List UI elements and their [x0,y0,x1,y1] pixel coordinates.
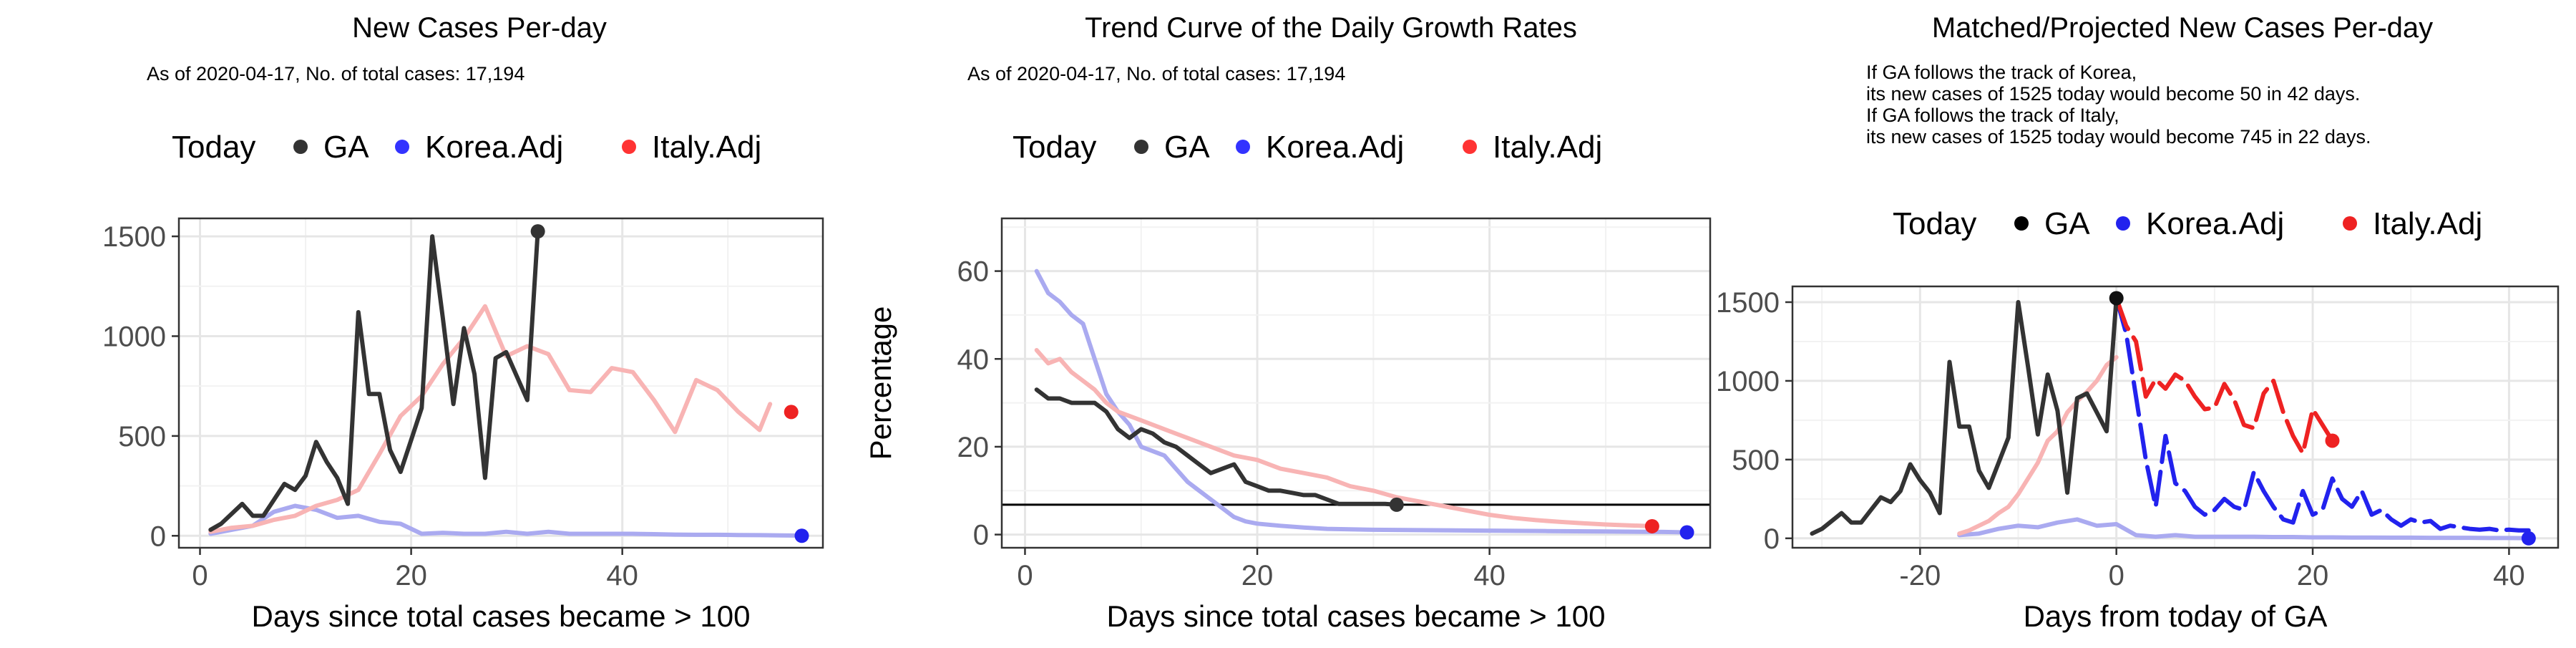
x-tick-label: 0 [192,560,208,591]
legend-key-korea-adj [1236,140,1250,154]
legend-key-italy-adj [2343,216,2357,231]
x-axis-label: Days since total cases became > 100 [252,599,751,633]
chart-subtitle: its new cases of 1525 today would become… [1866,126,2371,148]
plot-area [1002,218,1710,548]
y-tick-label: 20 [957,432,990,463]
grid [1002,218,1710,548]
legend-label-korea-adj: Korea.Adj [425,130,563,165]
chart-title: Matched/Projected New Cases Per-day [1932,12,2433,44]
chart-subtitle: its new cases of 1525 today would become… [1866,83,2360,105]
series-line-italy-adj-projected [2114,296,2335,456]
legend-label-korea-adj: Korea.Adj [1266,130,1404,165]
chart-subtitle: As of 2020-04-17, No. of total cases: 17… [147,63,525,84]
series-line-korea-adj-matched [1957,517,2531,541]
series-line-ga [1034,387,1399,507]
y-tick-label: 0 [973,520,989,551]
y-tick-label: 1000 [1716,366,1780,397]
chart-panel-1: New Cases Per-day As of 2020-04-17, No. o… [102,12,824,633]
axis-ticks: -20 0 20 40 0 500 1000 1500 [1716,287,2525,591]
y-tick-label: 500 [118,421,166,453]
series-group [208,229,804,538]
legend-key-ga [293,140,308,154]
chart-subtitle: As of 2020-04-17, No. of total cases: 17… [967,63,1345,84]
x-tick-label: 40 [606,560,638,591]
x-tick-label: 40 [2493,560,2525,591]
x-axis-label: Days from today of GA [2024,599,2328,633]
x-tick-label: 20 [2297,560,2329,591]
today-point-ga [530,224,545,239]
legend-label-korea-adj: Korea.Adj [2146,206,2284,241]
x-tick-label: 0 [1017,560,1033,591]
y-tick-label: 0 [150,521,166,552]
series-line-korea-adj [1034,269,1689,535]
legend-label-italy-adj: Italy.Adj [652,130,761,165]
legend-title: Today [1013,130,1096,165]
x-tick-label: 40 [1473,560,1506,591]
legend-key-italy-adj [622,140,636,154]
legend-key-italy-adj [1463,140,1477,154]
y-tick-label: 60 [957,256,990,288]
series-line-italy-adj-matched [1957,354,2119,536]
plot-border [1000,217,1712,549]
today-point-italy-adj [2325,433,2340,448]
y-axis-label: Percentage [864,306,897,460]
axis-ticks: 0 20 40 0 500 1000 1500 [102,221,638,591]
legend-label-italy-adj: Italy.Adj [1493,130,1602,165]
y-tick-label: 1000 [102,321,166,352]
chart-subtitle: If GA follows the track of Korea, [1866,62,2137,83]
legend-label-ga: GA [2044,206,2090,241]
x-tick-label: -20 [1899,560,1941,591]
legend-label-italy-adj: Italy.Adj [2373,206,2482,241]
plot-border [177,217,824,549]
legend-label-ga: GA [323,130,369,165]
chart-subtitle: If GA follows the track of Italy, [1866,105,2119,126]
legend-label-ga: GA [1164,130,1210,165]
chart-title: New Cases Per-day [352,12,607,44]
x-tick-label: 20 [1241,560,1274,591]
series-line-korea-adj-projected [2114,296,2531,533]
x-tick-label: 20 [395,560,427,591]
plot-border [1791,285,2560,549]
today-point-ga [2109,291,2124,306]
legend: Today GA Korea.Adj Italy.Adj [1013,130,1602,165]
today-point-korea-adj [794,528,809,543]
series-line-ga [208,229,540,532]
legend-key-ga [2014,216,2029,231]
series-line-italy-adj [1034,348,1654,528]
legend: Today GA Korea.Adj Italy.Adj [172,130,761,165]
x-axis-label: Days since total cases became > 100 [1107,599,1606,633]
today-point-korea-adj [2521,531,2536,546]
today-point-italy-adj [1644,518,1659,533]
legend: Today GA Korea.Adj Italy.Adj [1893,206,2482,241]
series-group [1810,296,2531,541]
legend-title: Today [172,130,255,165]
today-point-italy-adj [784,405,799,420]
today-point-ga [1389,497,1404,512]
today-point-korea-adj [1679,525,1694,540]
y-tick-label: 1500 [1716,287,1780,319]
legend-key-korea-adj [395,140,409,154]
y-tick-label: 40 [957,344,990,375]
plot-area [179,218,823,548]
plot-area [1792,286,2558,548]
series-group [1034,269,1689,535]
y-tick-label: 0 [1764,523,1780,555]
y-tick-label: 500 [1732,445,1780,476]
chart-title: Trend Curve of the Daily Growth Rates [1085,12,1577,44]
series-line-ga [1810,296,2119,536]
legend-key-ga [1134,140,1148,154]
series-line-italy-adj [208,304,773,534]
legend-title: Today [1893,206,1976,241]
axis-ticks: 0 20 40 0 20 40 60 [957,256,1506,591]
y-tick-label: 1500 [102,221,166,253]
x-tick-label: 0 [2109,560,2124,591]
legend-key-korea-adj [2116,216,2130,231]
chart-panel-2: Trend Curve of the Daily Growth Rates As … [864,12,1712,633]
chart-panel-3: Matched/Projected New Cases Per-day If GA… [1716,12,2560,633]
